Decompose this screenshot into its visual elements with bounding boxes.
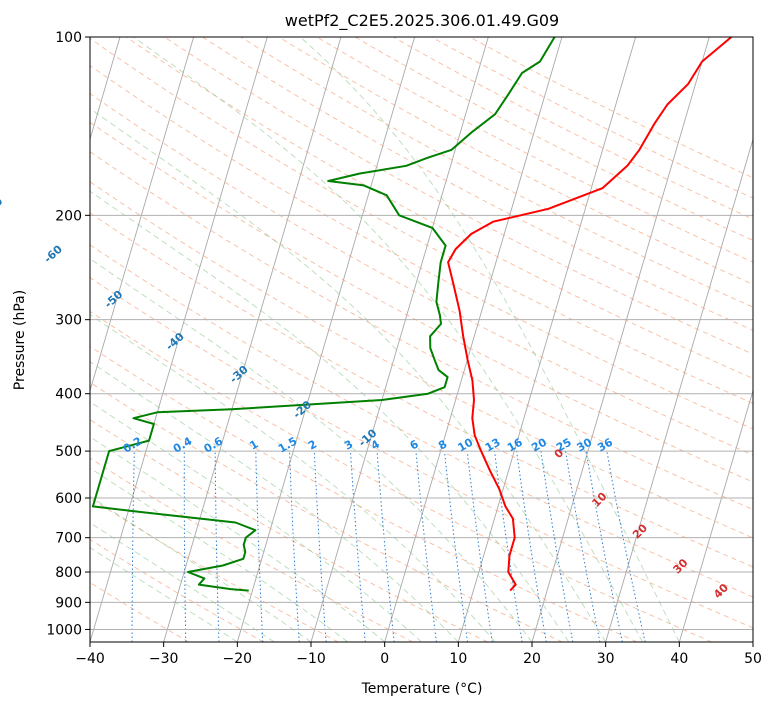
moist-adiabat-line <box>90 495 312 642</box>
dry-adiabat-line <box>90 37 753 404</box>
isotherm-line <box>163 37 342 642</box>
mixing-ratio-line <box>415 451 437 642</box>
y-axis-ticks: 100 200 300 400 500 600 700 800 900 1000 <box>46 30 90 638</box>
isotherm-line <box>384 37 563 642</box>
dry-adiabat-line <box>393 37 753 220</box>
moist-adiabat-line <box>90 522 275 642</box>
isotherm-line <box>236 37 416 642</box>
x-tick-label: 40 <box>670 651 688 667</box>
profiles <box>91 37 733 592</box>
x-tick-label: 10 <box>449 651 467 667</box>
mixing-ratio-line <box>606 451 646 642</box>
y-tick-label: 1000 <box>46 622 82 638</box>
x-tick-label: 20 <box>523 651 541 667</box>
y-tick-label: 700 <box>55 531 82 547</box>
dry-adiabat-line <box>90 212 753 568</box>
x-axis-ticks: −40 −30 −20 −10 0 10 20 30 40 50 <box>75 642 762 667</box>
isotherm-line <box>457 37 637 642</box>
isotherm-line <box>531 37 710 642</box>
dry-adiabat-line <box>90 121 753 483</box>
dry-adiabat-line <box>90 538 264 642</box>
x-tick-label: 0 <box>380 651 389 667</box>
mixing-ratio-line <box>376 451 395 642</box>
moist-adiabat-line <box>133 37 643 642</box>
dry-adiabat-line <box>90 151 753 510</box>
isotherm-line <box>90 37 195 393</box>
dry-adiabat-line <box>125 37 753 379</box>
dry-adiabat-line <box>90 277 753 629</box>
mixing-ratio-line <box>466 451 493 642</box>
y-tick-label: 800 <box>55 565 82 581</box>
dry-adiabat-line <box>164 37 753 355</box>
y-tick-label: 500 <box>55 444 82 460</box>
mixing-ratio-line <box>350 451 366 642</box>
moist-adiabat-line <box>90 401 422 642</box>
dry-adiabat-line <box>90 381 563 642</box>
y-tick-label: 400 <box>55 387 82 403</box>
y-tick-label: 900 <box>55 595 82 611</box>
isotherm-line <box>90 37 268 642</box>
y-axis-label: Pressure (hPa) <box>12 290 28 390</box>
dry-adiabat-line <box>354 37 753 241</box>
y-tick-label: 100 <box>55 30 82 46</box>
dry-adiabat-line <box>90 244 753 598</box>
moist-adiabat-line <box>90 190 570 642</box>
mixing-ratio-line <box>565 451 601 642</box>
x-tick-label: 30 <box>597 651 615 667</box>
isotherm-line <box>678 389 753 642</box>
dry-adiabat-line <box>469 37 753 179</box>
mixing-ratio-line <box>444 451 468 642</box>
x-tick-label: −10 <box>296 651 326 667</box>
y-tick-label: 600 <box>55 491 82 507</box>
mixing-ratio-line <box>585 451 623 642</box>
moist-adiabat-line <box>299 37 680 642</box>
temperature-profile-line <box>447 37 733 592</box>
background-lines <box>90 37 753 642</box>
y-tick-label: 300 <box>55 313 82 329</box>
x-tick-label: −30 <box>149 651 179 667</box>
x-axis-label: Temperature (°C) <box>361 681 483 697</box>
moist-adiabat-line <box>90 108 607 642</box>
isotherm-line <box>605 137 753 642</box>
moist-adiabat-line <box>90 258 533 642</box>
pressure-gridlines <box>90 37 753 630</box>
x-tick-label: −20 <box>223 651 253 667</box>
x-tick-label: −40 <box>75 651 105 667</box>
isotherm-label: -70 <box>0 195 6 218</box>
dry-adiabat-line <box>90 181 753 539</box>
y-tick-label: 200 <box>55 208 82 224</box>
dewpoint-profile-line <box>91 37 556 592</box>
plot-frame <box>89 36 754 643</box>
x-tick-label: 50 <box>744 651 762 667</box>
chart-title: wetPf2_C2E5.2025.306.01.49.G09 <box>285 11 559 31</box>
mixing-ratio-line <box>516 451 547 642</box>
dry-adiabat-line <box>240 37 753 308</box>
